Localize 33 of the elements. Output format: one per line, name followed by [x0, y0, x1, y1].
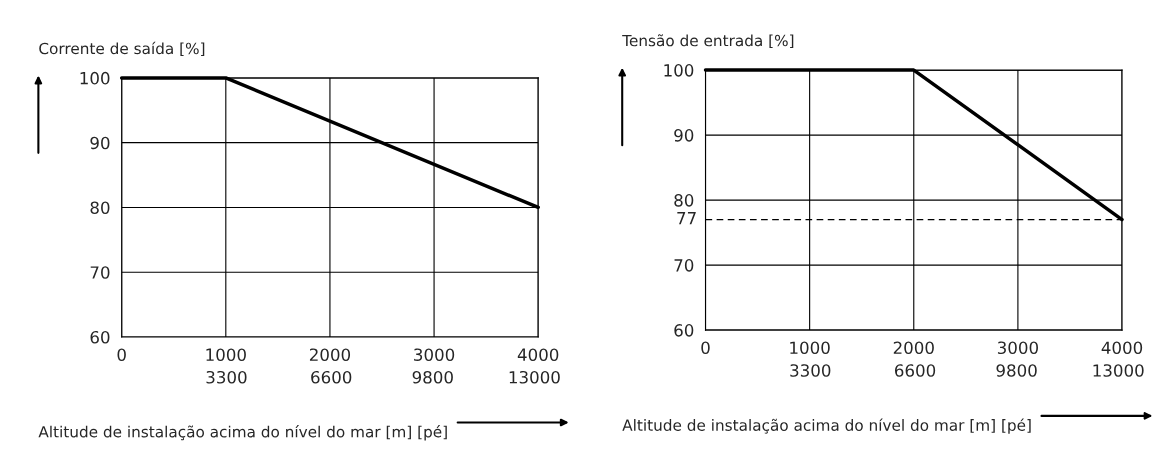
x-axis-title: Altitude de instalação acima do nível do mar [m] [pé]	[622, 418, 1031, 434]
y-axis-title: Corrente de saída [%]	[39, 41, 205, 57]
x2-tick-label: 9800	[996, 364, 1037, 377]
x-tick-label: 2000	[893, 341, 934, 355]
y-tick-label: 90	[90, 136, 110, 150]
y-tick-label: 80	[90, 201, 110, 215]
y-tick-label: 60	[90, 330, 110, 344]
x2-tick-label: 13000	[1093, 364, 1144, 377]
x2-tick-label: 13000	[509, 370, 560, 384]
x-tick-label: 3000	[997, 341, 1038, 355]
y-tick-label: 60	[674, 324, 694, 337]
x2-tick-label: 6600	[311, 370, 352, 384]
x-tick-label: 2000	[309, 348, 351, 361]
x-tick-label: 3000	[414, 348, 455, 361]
x-axis-title: Altitude de instalação acima do nível do mar [m] [pé]	[38, 425, 447, 441]
y-tick-label: 70	[90, 266, 110, 279]
x2-tick-label: 3300	[206, 370, 247, 384]
ref-line-label: 77	[677, 212, 696, 225]
x-tick-label: 0	[701, 341, 710, 355]
x2-tick-label: 9800	[412, 370, 453, 384]
y-axis-title: Tensão de entrada [%]	[622, 34, 794, 49]
x-tick-label: 1000	[206, 348, 246, 361]
x2-tick-label: 3300	[790, 364, 831, 377]
y-tick-label: 100	[80, 71, 110, 85]
y-tick-label: 80	[674, 194, 694, 207]
y-tick-label: 70	[674, 259, 694, 272]
x-tick-label: 1000	[790, 341, 830, 355]
y-tick-label: 100	[664, 64, 694, 77]
x-tick-label: 4000	[517, 348, 559, 361]
y-tick-label: 90	[674, 129, 694, 142]
x-tick-label: 0	[117, 348, 126, 361]
x2-tick-label: 6600	[895, 364, 936, 377]
x-tick-label: 4000	[1101, 341, 1143, 355]
